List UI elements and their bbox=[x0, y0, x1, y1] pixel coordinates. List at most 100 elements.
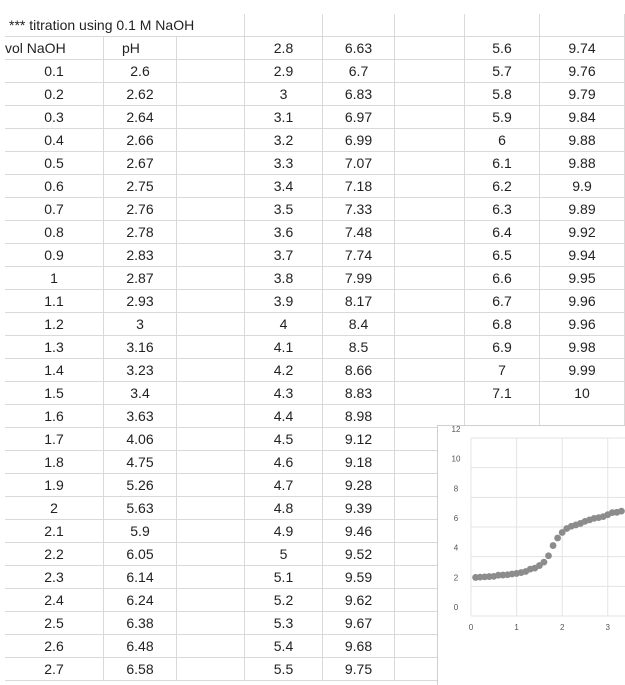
cell-empty[interactable] bbox=[395, 405, 465, 428]
block2-ph-cell[interactable]: 7.48 bbox=[323, 221, 395, 244]
block2-vol-cell[interactable]: 3.9 bbox=[245, 290, 323, 313]
block3-ph-cell[interactable]: 9.84 bbox=[540, 106, 625, 129]
cell-empty[interactable] bbox=[177, 359, 245, 382]
block1-vol-cell[interactable]: 1.3 bbox=[5, 336, 104, 359]
block1-ph-cell[interactable]: 2.93 bbox=[104, 290, 177, 313]
block1-ph-cell[interactable]: 6.14 bbox=[104, 566, 177, 589]
block1-ph-cell[interactable]: 6.58 bbox=[104, 658, 177, 681]
block1-ph-cell[interactable]: 5.9 bbox=[104, 520, 177, 543]
block1-ph-cell[interactable]: 2.83 bbox=[104, 244, 177, 267]
cell-empty[interactable] bbox=[177, 37, 245, 60]
block1-vol-cell[interactable]: 1 bbox=[5, 267, 104, 290]
block2-ph-cell[interactable]: 7.33 bbox=[323, 198, 395, 221]
block1-ph-cell[interactable]: 2.75 bbox=[104, 175, 177, 198]
cell-empty[interactable] bbox=[177, 658, 245, 681]
block3-ph-cell[interactable]: 9.88 bbox=[540, 129, 625, 152]
cell-empty[interactable] bbox=[177, 497, 245, 520]
block1-ph-cell[interactable]: 3.23 bbox=[104, 359, 177, 382]
cell-empty[interactable] bbox=[177, 336, 245, 359]
cell-empty[interactable] bbox=[395, 175, 465, 198]
block1-ph-cell[interactable]: 3 bbox=[104, 313, 177, 336]
cell-empty[interactable] bbox=[395, 290, 465, 313]
cell-empty[interactable] bbox=[177, 313, 245, 336]
block2-vol-cell[interactable]: 4.4 bbox=[245, 405, 323, 428]
header-vol-naoh[interactable]: vol NaOH bbox=[5, 37, 104, 60]
block3-vol-cell[interactable]: 5.9 bbox=[465, 106, 540, 129]
block1-ph-cell[interactable]: 6.05 bbox=[104, 543, 177, 566]
block1-vol-cell[interactable]: 2.3 bbox=[5, 566, 104, 589]
block3-vol-cell[interactable]: 6.1 bbox=[465, 152, 540, 175]
block2-ph-cell[interactable]: 8.17 bbox=[323, 290, 395, 313]
cell-empty[interactable] bbox=[177, 152, 245, 175]
cell-empty[interactable] bbox=[177, 405, 245, 428]
block1-vol-cell[interactable]: 1.2 bbox=[5, 313, 104, 336]
block1-vol-cell[interactable]: 2.1 bbox=[5, 520, 104, 543]
block1-vol-cell[interactable]: 0.2 bbox=[5, 83, 104, 106]
cell-empty[interactable] bbox=[395, 267, 465, 290]
block1-vol-cell[interactable]: 0.4 bbox=[5, 129, 104, 152]
block3-vol-cell[interactable]: 5.7 bbox=[465, 60, 540, 83]
block1-vol-cell[interactable]: 0.3 bbox=[5, 106, 104, 129]
cell-empty[interactable] bbox=[245, 14, 323, 37]
block1-vol-cell[interactable]: 2.6 bbox=[5, 635, 104, 658]
block1-ph-cell[interactable]: 2.67 bbox=[104, 152, 177, 175]
cell-empty[interactable] bbox=[177, 129, 245, 152]
block1-ph-cell[interactable]: 5.26 bbox=[104, 474, 177, 497]
block1-ph-cell[interactable]: 6.24 bbox=[104, 589, 177, 612]
cell-empty[interactable] bbox=[177, 635, 245, 658]
block2-ph-cell[interactable]: 6.7 bbox=[323, 60, 395, 83]
block2-vol-cell[interactable]: 4.3 bbox=[245, 382, 323, 405]
block2-ph-cell[interactable]: 9.68 bbox=[323, 635, 395, 658]
cell-empty[interactable] bbox=[177, 290, 245, 313]
block2-vol-cell[interactable]: 5.4 bbox=[245, 635, 323, 658]
block2-vol-cell[interactable]: 5.2 bbox=[245, 589, 323, 612]
block3-ph-cell[interactable]: 9.74 bbox=[540, 37, 625, 60]
cell-empty[interactable] bbox=[177, 83, 245, 106]
block3-ph-cell[interactable]: 9.92 bbox=[540, 221, 625, 244]
block2-ph-cell[interactable]: 8.5 bbox=[323, 336, 395, 359]
cell-empty[interactable] bbox=[395, 152, 465, 175]
block3-vol-cell[interactable]: 6.2 bbox=[465, 175, 540, 198]
block3-ph-cell[interactable]: 9.76 bbox=[540, 60, 625, 83]
block1-ph-cell[interactable]: 2.78 bbox=[104, 221, 177, 244]
block3-ph-cell[interactable]: 10 bbox=[540, 382, 625, 405]
block1-vol-cell[interactable]: 0.6 bbox=[5, 175, 104, 198]
block1-vol-cell[interactable]: 0.9 bbox=[5, 244, 104, 267]
block2-ph-cell[interactable]: 8.4 bbox=[323, 313, 395, 336]
cell-empty[interactable] bbox=[177, 451, 245, 474]
block2-vol-cell[interactable]: 4.7 bbox=[245, 474, 323, 497]
block1-ph-cell[interactable]: 2.66 bbox=[104, 129, 177, 152]
block3-vol-cell[interactable]: 6.8 bbox=[465, 313, 540, 336]
block2-vol-cell[interactable]: 4.5 bbox=[245, 428, 323, 451]
cell-empty[interactable] bbox=[395, 221, 465, 244]
block2-vol-cell[interactable]: 4.9 bbox=[245, 520, 323, 543]
block2-vol-cell[interactable]: 4 bbox=[245, 313, 323, 336]
block2-ph-cell[interactable]: 9.75 bbox=[323, 658, 395, 681]
cell-empty[interactable] bbox=[395, 14, 465, 37]
cell-empty[interactable] bbox=[395, 244, 465, 267]
block3-vol-cell[interactable]: 7.1 bbox=[465, 382, 540, 405]
block1-vol-cell[interactable]: 1.5 bbox=[5, 382, 104, 405]
block3-ph-cell[interactable]: 9.96 bbox=[540, 290, 625, 313]
block1-vol-cell[interactable]: 1.9 bbox=[5, 474, 104, 497]
block3-vol-cell[interactable]: 5.8 bbox=[465, 83, 540, 106]
cell-empty[interactable] bbox=[323, 14, 395, 37]
block1-ph-cell[interactable]: 2.6 bbox=[104, 60, 177, 83]
block3-vol-cell[interactable]: 7 bbox=[465, 359, 540, 382]
cell-empty[interactable] bbox=[395, 336, 465, 359]
cell-empty[interactable] bbox=[177, 543, 245, 566]
block1-vol-cell[interactable]: 2.5 bbox=[5, 612, 104, 635]
cell-empty[interactable] bbox=[395, 60, 465, 83]
cell-empty[interactable] bbox=[177, 382, 245, 405]
block1-ph-cell[interactable]: 2.87 bbox=[104, 267, 177, 290]
block1-ph-cell[interactable]: 2.76 bbox=[104, 198, 177, 221]
block1-ph-cell[interactable]: 3.16 bbox=[104, 336, 177, 359]
block3-ph-cell[interactable]: 9.79 bbox=[540, 83, 625, 106]
block1-ph-cell[interactable]: 4.75 bbox=[104, 451, 177, 474]
block1-vol-cell[interactable]: 1.1 bbox=[5, 290, 104, 313]
block2-ph-cell[interactable]: 9.52 bbox=[323, 543, 395, 566]
block2-ph-cell[interactable]: 9.62 bbox=[323, 589, 395, 612]
cell-empty[interactable] bbox=[395, 198, 465, 221]
block3-ph-cell[interactable]: 9.96 bbox=[540, 313, 625, 336]
block1-vol-cell[interactable]: 0.7 bbox=[5, 198, 104, 221]
